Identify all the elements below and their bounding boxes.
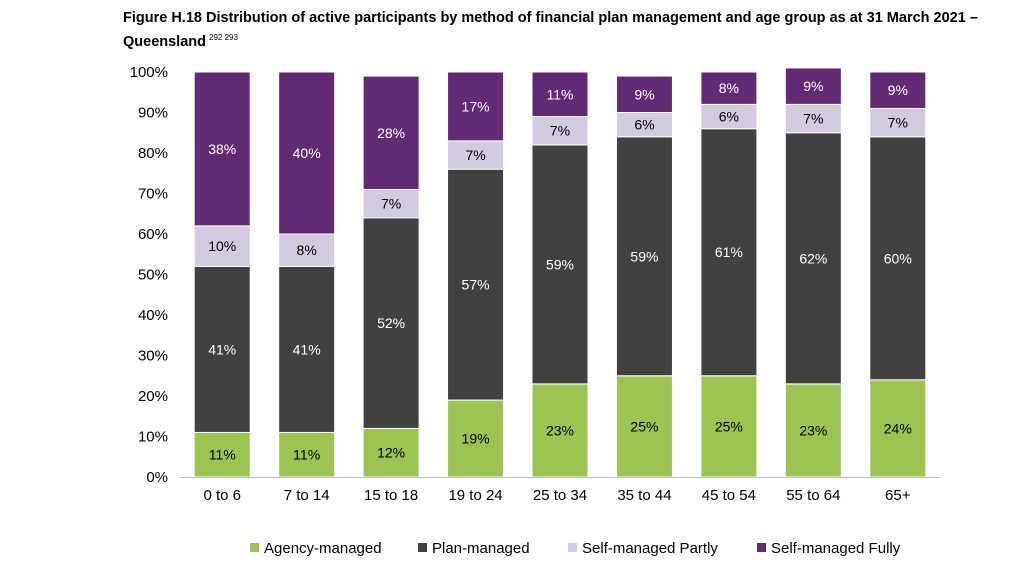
y-tick-label: 50%: [138, 267, 168, 284]
data-label: 9%: [888, 82, 908, 98]
bar-segment-self-managed-partly: [700, 103, 758, 130]
x-tick-label: 45 to 54: [702, 487, 756, 504]
x-tick-label: 55 to 64: [786, 487, 840, 504]
bar-segment-self-managed-fully: [531, 71, 589, 118]
bar-segment-plan-managed: [869, 136, 927, 381]
legend-label: Agency-managed: [264, 540, 382, 557]
data-label: 40%: [293, 145, 321, 161]
data-label: 6%: [719, 109, 739, 125]
data-label: 25%: [715, 418, 743, 434]
bar-segment-self-managed-partly: [362, 188, 420, 219]
y-tick-label: 10%: [138, 429, 168, 446]
data-label: 11%: [293, 447, 320, 463]
bar-segment-self-managed-partly: [869, 107, 927, 138]
chart-title: Figure H.18 Distribution of active parti…: [123, 8, 993, 52]
legend-swatch: [568, 543, 577, 552]
bar-segment-plan-managed: [615, 136, 673, 377]
data-label: 8%: [719, 80, 739, 96]
bar-segment-plan-managed: [278, 265, 336, 433]
title-footnote: 292 293: [209, 33, 238, 42]
bar-segment-plan-managed: [700, 128, 758, 377]
bar-segment-agency-managed: [615, 375, 673, 478]
bar-segment-self-managed-fully: [278, 71, 336, 235]
x-tick-label: 15 to 18: [364, 487, 418, 504]
data-label: 17%: [462, 98, 490, 114]
data-label: 52%: [377, 315, 405, 331]
bar-segment-self-managed-fully: [869, 71, 927, 109]
bar-segment-self-managed-fully: [784, 67, 842, 105]
y-tick-label: 80%: [138, 145, 168, 162]
bar-segment-agency-managed: [447, 399, 505, 478]
bar-segment-self-managed-partly: [531, 116, 589, 146]
data-label: 10%: [208, 238, 236, 254]
legend-label: Plan-managed: [432, 540, 530, 557]
data-label: 38%: [208, 141, 236, 157]
x-tick-label: 7 to 14: [284, 487, 330, 504]
data-label: 59%: [546, 256, 574, 272]
legend: Agency-managed Plan-managed Self-managed P…: [250, 540, 901, 557]
data-label: 7%: [550, 123, 570, 139]
legend-swatch: [250, 543, 259, 552]
data-label: 11%: [209, 447, 236, 463]
data-label: 25%: [630, 418, 658, 434]
legend-swatch: [757, 543, 766, 552]
y-tick-label: 30%: [138, 348, 168, 365]
data-label: 12%: [377, 445, 405, 461]
bar-segment-self-managed-fully: [362, 75, 420, 190]
data-label: 7%: [465, 147, 485, 163]
y-tick-label: 60%: [138, 226, 168, 243]
bar-segment-agency-managed: [362, 427, 420, 478]
data-label: 57%: [462, 277, 490, 293]
data-label: 23%: [546, 422, 574, 438]
bar-segment-self-managed-fully: [193, 71, 251, 227]
data-label: 19%: [462, 431, 490, 447]
data-label: 7%: [888, 115, 908, 131]
y-tick-label: 0%: [146, 469, 168, 486]
data-label: 24%: [884, 420, 912, 436]
data-label: 23%: [799, 422, 827, 438]
data-label: 9%: [634, 86, 654, 102]
x-tick-label: 0 to 6: [203, 487, 241, 504]
y-axis: 0% 10% 20% 30% 40% 50% 60% 70% 80% 90% 100%: [130, 64, 168, 486]
data-label: 6%: [634, 117, 654, 133]
legend-label: Self-managed Partly: [582, 540, 718, 557]
data-label: 61%: [715, 244, 743, 260]
bar-segment-self-managed-fully: [615, 75, 673, 114]
bar-segment-self-managed-fully: [447, 71, 505, 142]
bar-segment-plan-managed: [447, 168, 505, 401]
data-label: 11%: [547, 86, 574, 102]
legend-swatch: [418, 543, 427, 552]
chart-title-text: Figure H.18 Distribution of active parti…: [123, 10, 978, 50]
data-label: 41%: [208, 341, 236, 357]
y-tick-label: 40%: [138, 307, 168, 324]
bar-segment-plan-managed: [362, 217, 420, 429]
bar-segment-self-managed-fully: [700, 71, 758, 105]
data-label: 41%: [293, 341, 321, 357]
data-label: 7%: [381, 196, 401, 212]
bar-segment-plan-managed: [193, 265, 251, 433]
bar-segment-self-managed-partly: [193, 225, 251, 267]
x-tick-label: 25 to 34: [533, 487, 587, 504]
y-tick-label: 100%: [130, 64, 168, 81]
bars: 11% 41% 10% 38% 11% 41% 8% 40% 12% 52% 7% 28% 19% 57%…: [193, 67, 927, 478]
x-axis: 0 to 6 7 to 14 15 to 18 19 to 24 25 to 34 35 …: [180, 477, 940, 504]
data-label: 28%: [377, 125, 405, 141]
data-label: 7%: [803, 111, 823, 127]
bar-segment-plan-managed: [531, 144, 589, 385]
y-tick-label: 70%: [138, 186, 168, 203]
legend-label: Self-managed Fully: [771, 540, 901, 557]
bar-segment-plan-managed: [784, 132, 842, 385]
bar-segment-agency-managed: [193, 431, 251, 478]
data-label: 9%: [803, 78, 823, 94]
x-tick-label: 19 to 24: [448, 487, 502, 504]
data-label: 62%: [799, 250, 827, 266]
data-label: 60%: [884, 250, 912, 266]
data-label: 8%: [297, 242, 317, 258]
x-tick-label: 65+: [885, 487, 911, 504]
y-tick-label: 90%: [138, 105, 168, 122]
y-tick-label: 20%: [138, 388, 168, 405]
data-label: 59%: [630, 248, 658, 264]
x-tick-label: 35 to 44: [617, 487, 671, 504]
